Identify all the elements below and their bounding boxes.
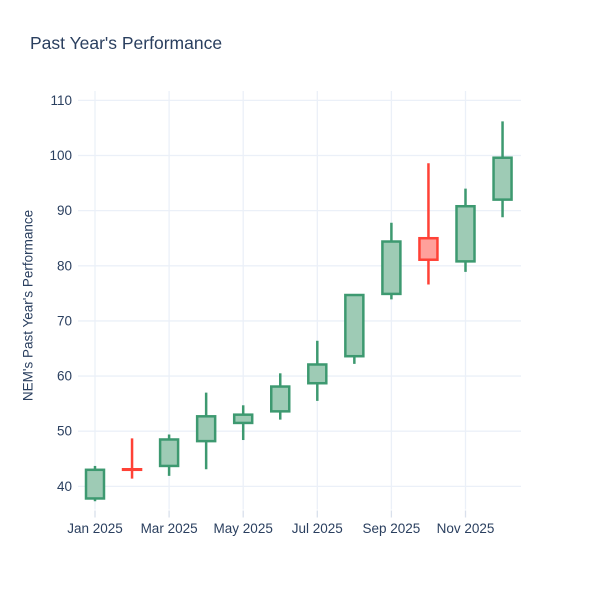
y-tick-label: 50 xyxy=(57,424,72,439)
candle-body[interactable] xyxy=(84,468,106,500)
y-tick-label: 60 xyxy=(57,369,72,384)
candle-body[interactable] xyxy=(455,204,476,263)
x-tick-label: Nov 2025 xyxy=(437,521,495,536)
y-tick-label: 90 xyxy=(57,203,72,218)
x-tick-label: Jan 2025 xyxy=(67,521,123,536)
candle-body[interactable] xyxy=(270,385,291,413)
y-tick-label: 100 xyxy=(49,148,72,163)
candle-body[interactable] xyxy=(232,413,254,425)
candle-body[interactable] xyxy=(307,363,328,385)
x-tick-label: Mar 2025 xyxy=(141,521,198,536)
y-tick-label: 80 xyxy=(57,258,72,273)
x-tick-label: Jul 2025 xyxy=(292,521,343,536)
candle-body[interactable] xyxy=(121,467,143,472)
candle-body[interactable] xyxy=(381,240,402,296)
candle-body[interactable] xyxy=(158,438,180,468)
y-tick-label: 110 xyxy=(50,93,72,108)
chart-title: Past Year's Performance xyxy=(30,33,223,53)
candle-body[interactable] xyxy=(418,236,439,261)
y-tick-label: 40 xyxy=(57,479,72,494)
y-tick-label: 70 xyxy=(57,313,72,328)
x-tick-label: Sep 2025 xyxy=(362,521,420,536)
candle-body[interactable] xyxy=(344,293,365,358)
candle-body[interactable] xyxy=(195,415,217,443)
x-tick-label: May 2025 xyxy=(214,521,273,536)
candle-body[interactable] xyxy=(492,156,513,201)
